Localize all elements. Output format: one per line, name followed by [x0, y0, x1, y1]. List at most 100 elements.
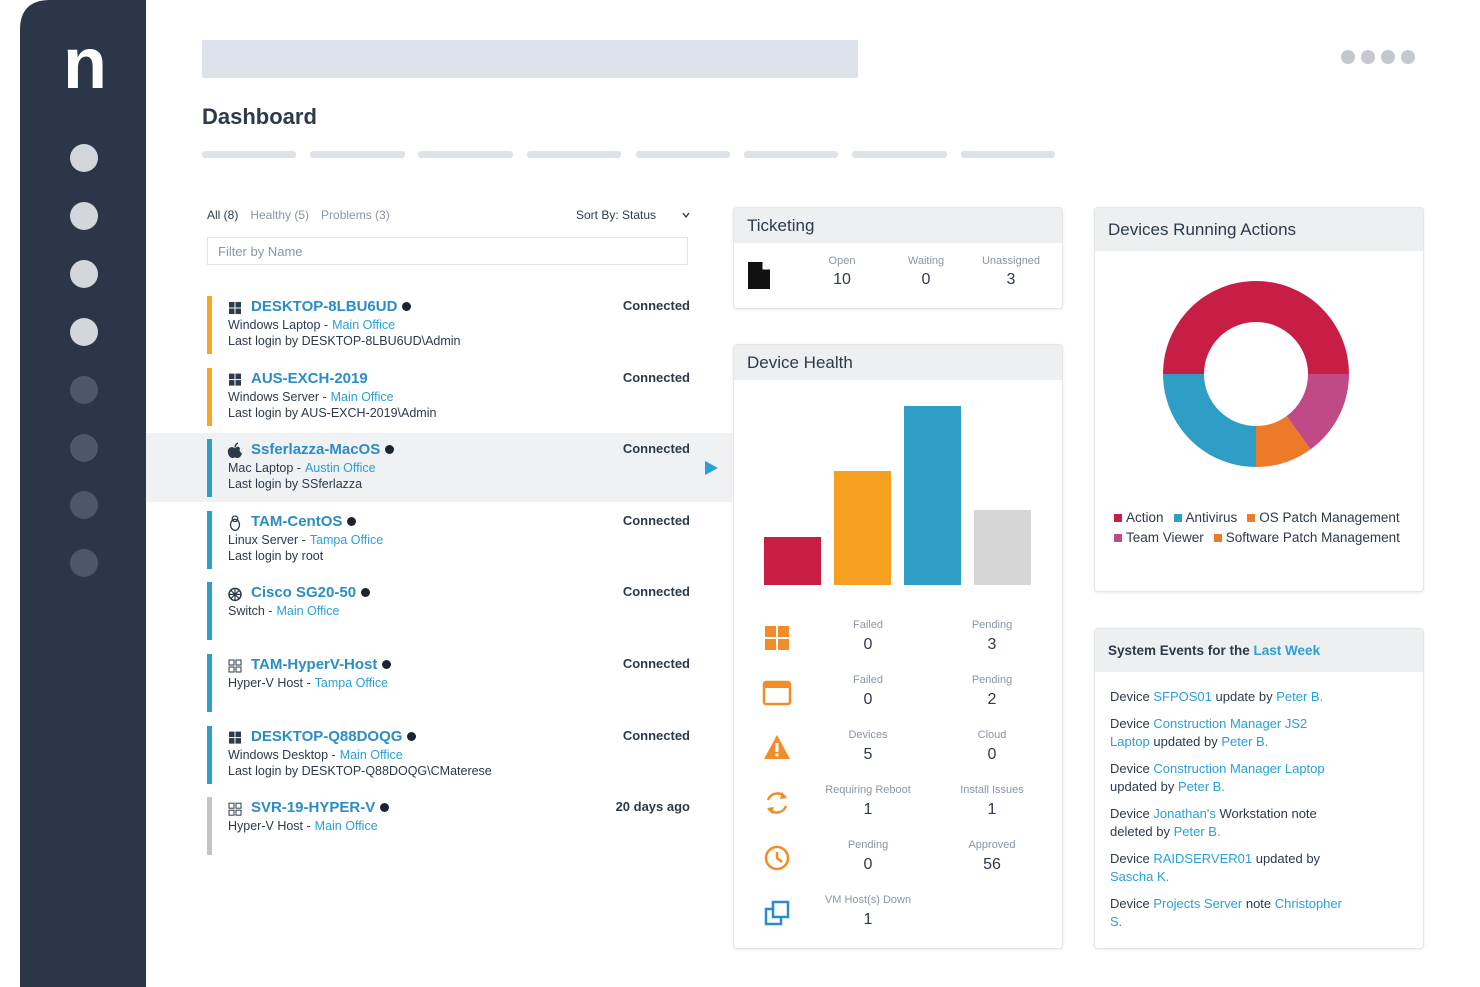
- device-name[interactable]: Ssferlazza-MacOS: [251, 441, 381, 459]
- device-location[interactable]: Tampa Office: [314, 676, 389, 690]
- link[interactable]: SFPOS01: [1153, 689, 1212, 704]
- tab[interactable]: [636, 151, 730, 158]
- tab[interactable]: [202, 151, 296, 158]
- tab[interactable]: [418, 151, 513, 158]
- device-type: Linux Server - Tampa Office: [228, 533, 383, 547]
- link[interactable]: Construction Manager JS2 Laptop: [1110, 716, 1308, 749]
- health-value: 3: [987, 636, 997, 653]
- device-type-text: Windows Desktop -: [228, 747, 336, 762]
- legend-swatch: [1173, 513, 1182, 522]
- device-location[interactable]: Tampa Office: [309, 532, 384, 547]
- nav-icon[interactable]: [70, 202, 98, 230]
- device-location[interactable]: Main Office: [330, 389, 394, 404]
- placeholder: Filter by Name: [218, 244, 303, 259]
- legend-swatch: [1247, 513, 1256, 522]
- device-login: Last login by DESKTOP-8LBU6UD\Admin: [228, 334, 461, 348]
- device-name[interactable]: TAM-HyperV-Host: [251, 656, 378, 673]
- event: Device Construction Manager JS2 Laptop u…: [1110, 715, 1342, 751]
- device-item[interactable]: SVR-19-HYPER-V 20 days ago Hyper-V Host -M…: [207, 797, 690, 857]
- link[interactable]: Last Week: [1253, 643, 1321, 658]
- device-item[interactable]: Cisco SG20-50 Connected Switch - Main Offic…: [207, 582, 690, 642]
- status-bar: [207, 582, 212, 641]
- device-item[interactable]: AUS-EXCH-2019 Connected Windows Server - Ma…: [207, 367, 690, 428]
- nav-icon[interactable]: [70, 491, 98, 519]
- nav-icon[interactable]: [70, 434, 98, 462]
- device-location[interactable]: Main Office: [276, 604, 340, 619]
- device-location[interactable]: Austin Office: [304, 461, 376, 476]
- link[interactable]: Peter B.: [1173, 824, 1221, 839]
- health-label: Install Issues: [960, 784, 1024, 796]
- status-bar: [207, 439, 212, 498]
- link[interactable]: Sascha K.: [1110, 869, 1170, 884]
- link[interactable]: Christopher S.: [1110, 896, 1342, 929]
- device-login: Last login by DESKTOP-Q88DOQG\CMaterese: [228, 763, 492, 778]
- nav-icon[interactable]: [70, 376, 98, 404]
- filter-tab[interactable]: Problems (3): [321, 208, 390, 222]
- status-bar: [207, 654, 212, 712]
- device-type: Switch - Main Office: [228, 604, 339, 618]
- device-name[interactable]: AUS-EXCH-2019: [251, 369, 368, 387]
- link[interactable]: Peter B.: [1276, 689, 1324, 704]
- device-name-row: Cisco SG20-50: [251, 584, 371, 602]
- tab[interactable]: [744, 151, 838, 158]
- legend-item: OS Patch Management: [1247, 510, 1400, 525]
- event: Device Construction Manager Laptop updat…: [1110, 760, 1342, 796]
- sort-chevron: [682, 212, 690, 219]
- menu-dots[interactable]: [1335, 48, 1425, 68]
- tab[interactable]: [310, 151, 405, 158]
- device-name[interactable]: SVR-19-HYPER-V: [251, 799, 376, 817]
- link[interactable]: RAIDSERVER01: [1153, 851, 1253, 866]
- legend-swatch: [1114, 533, 1122, 542]
- device-location[interactable]: Main Office: [332, 318, 396, 332]
- tab[interactable]: [852, 151, 947, 158]
- device-location[interactable]: Main Office: [314, 819, 378, 834]
- device-type-text: Hyper-V Host -: [228, 676, 311, 690]
- text: Workstation note deleted by: [1110, 806, 1317, 839]
- link[interactable]: Construction Manager Laptop: [1153, 761, 1325, 776]
- nav-icon[interactable]: [70, 260, 98, 288]
- health-value: 1: [863, 911, 873, 928]
- filter-tab[interactable]: All (8): [207, 208, 239, 222]
- device-name[interactable]: TAM-CentOS: [251, 512, 343, 530]
- event: Device Projects Server note Christopher …: [1110, 895, 1342, 931]
- nav-icon[interactable]: [70, 318, 98, 346]
- sort-select[interactable]: Sort By: Status: [576, 208, 657, 222]
- filter-tab[interactable]: Healthy (5): [250, 208, 310, 222]
- device-item[interactable]: TAM-CentOS Connected Linux Server - Tampa O…: [207, 510, 690, 571]
- device-name[interactable]: Cisco SG20-50: [251, 584, 357, 602]
- device-item[interactable]: Ssferlazza-MacOS Connected Mac Laptop - Aus…: [207, 439, 690, 499]
- info-icon: [407, 731, 417, 741]
- tab[interactable]: [961, 151, 1055, 158]
- device-name[interactable]: DESKTOP-Q88DOQG: [251, 727, 403, 745]
- nav-icon[interactable]: [70, 549, 98, 577]
- text: Device: [1110, 689, 1154, 704]
- link[interactable]: Peter B.: [1221, 734, 1269, 749]
- legend-label: Team Viewer: [1126, 530, 1204, 545]
- tab[interactable]: [527, 151, 621, 158]
- link[interactable]: Projects Server: [1153, 896, 1243, 911]
- link[interactable]: Peter B.: [1177, 779, 1225, 794]
- nav-icon[interactable]: [70, 144, 98, 172]
- health-value: 56: [983, 856, 1001, 873]
- ticket-label: Waiting: [907, 255, 945, 267]
- link[interactable]: Jonathan's: [1153, 806, 1216, 821]
- device-item[interactable]: TAM-HyperV-Host Connected Hyper-V Host - Ta…: [207, 654, 690, 714]
- search-bar[interactable]: [202, 40, 858, 78]
- device-name-row: SVR-19-HYPER-V: [251, 799, 390, 817]
- device-login: Last login by SSferlazza: [228, 477, 363, 492]
- text: Device: [1110, 896, 1154, 911]
- device-name-row: TAM-HyperV-Host: [251, 656, 392, 673]
- ticket-value: 3: [1006, 271, 1016, 288]
- health-value: 0: [987, 746, 997, 763]
- device-item[interactable]: DESKTOP-8LBU6UD Connected Windows Laptop -…: [207, 296, 690, 356]
- device-item[interactable]: DESKTOP-Q88DOQG Connected Windows Desktop …: [207, 725, 690, 786]
- panel-header: Devices Running Actions: [1095, 208, 1423, 251]
- filter-input[interactable]: Filter by Name: [207, 237, 688, 265]
- legend: Action Antivirus OS Patch Management Team V…: [1114, 510, 1406, 545]
- device-name[interactable]: DESKTOP-8LBU6UD: [251, 298, 398, 315]
- health-label: Failed: [853, 619, 883, 631]
- device-location[interactable]: Main Office: [339, 747, 403, 762]
- legend-item: Antivirus: [1173, 510, 1237, 525]
- device-login: Last login by AUS-EXCH-2019\Admin: [228, 405, 437, 420]
- panel-title: System Events for the Last Week: [1108, 643, 1320, 658]
